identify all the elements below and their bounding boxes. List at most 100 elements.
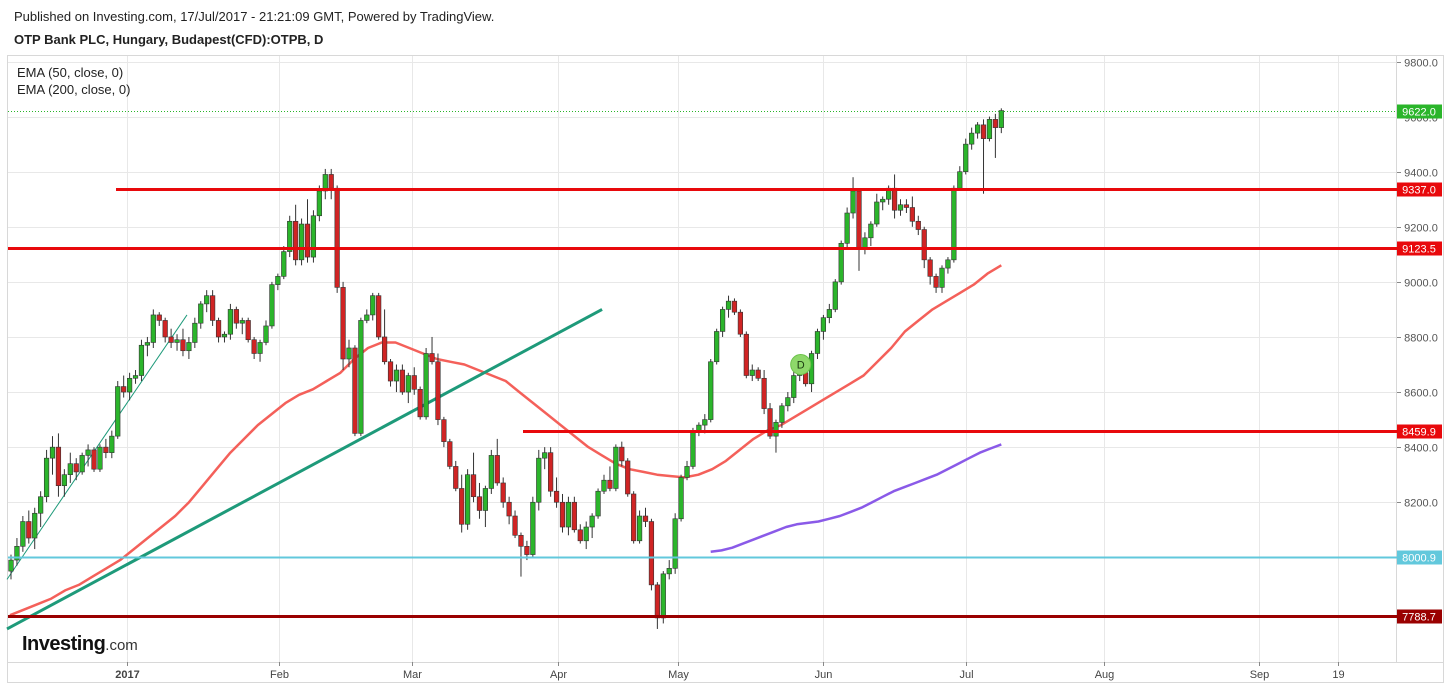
candle <box>850 177 856 219</box>
candle <box>536 449 542 511</box>
level-price-label: 8000.9 <box>1402 553 1436 565</box>
investing-logo[interactable]: Investing.com <box>22 633 138 656</box>
candle-body-down <box>26 521 32 539</box>
x-tick-label: Feb <box>270 669 289 681</box>
candle <box>820 314 827 340</box>
candle <box>939 265 945 293</box>
candle <box>186 336 192 359</box>
candle-body-up <box>678 477 684 520</box>
candle <box>85 444 91 467</box>
candle-body-up <box>986 119 993 139</box>
candle-body-down <box>459 488 465 525</box>
candle <box>221 331 228 343</box>
candle <box>180 328 186 357</box>
candle-body-up <box>127 377 133 393</box>
candle <box>411 367 417 395</box>
logo-brand: Investing <box>22 633 106 655</box>
candle <box>251 336 257 359</box>
candle <box>565 496 572 536</box>
candle-body-up <box>868 223 874 239</box>
candle <box>109 430 115 459</box>
level-price-tag <box>1397 550 1442 565</box>
candle-body-up <box>719 309 726 332</box>
candle <box>779 403 785 428</box>
candle <box>737 309 743 337</box>
candle-body-down <box>891 187 898 211</box>
candle-body-up <box>239 320 245 324</box>
candle-body-up <box>227 309 234 335</box>
candle-body-down <box>55 446 62 487</box>
candle-body-up <box>174 339 180 343</box>
candle-body-down <box>548 452 554 492</box>
candle-body-down <box>755 369 761 379</box>
candle-body-up <box>601 479 607 492</box>
candle-body-up <box>79 455 85 473</box>
candle <box>933 273 939 293</box>
candle <box>903 199 910 214</box>
candle <box>429 336 435 365</box>
candle-body-up <box>779 405 785 423</box>
candle-body-down <box>340 287 346 360</box>
candle <box>814 328 821 359</box>
candle <box>696 422 702 437</box>
candle <box>684 460 690 481</box>
candle <box>909 196 915 227</box>
candle-body-up <box>364 314 370 321</box>
candle <box>121 375 127 398</box>
candle <box>156 312 162 326</box>
candle <box>494 438 500 486</box>
candle-body-up <box>791 375 797 398</box>
candle-body-down <box>571 501 577 531</box>
candle-body-down <box>103 446 109 453</box>
candle <box>761 370 767 415</box>
legend-ema200[interactable]: EMA (200, close, 0) <box>17 82 131 97</box>
candle-body-up <box>192 322 198 343</box>
candle <box>162 317 168 343</box>
candle-body-up <box>536 457 542 503</box>
candle-body-down <box>376 295 382 338</box>
candle-body-down <box>245 320 251 341</box>
candle-body-up <box>482 488 489 511</box>
candle-body-up <box>257 342 263 354</box>
candle-body-up <box>660 573 666 619</box>
candle-body-up <box>969 132 975 145</box>
candle <box>559 493 566 533</box>
candle <box>26 510 32 544</box>
candle-body-down <box>429 353 435 363</box>
candle <box>915 215 921 236</box>
y-tick-label: 8400.0 <box>1404 443 1438 455</box>
candle <box>257 339 263 362</box>
candle <box>874 193 880 227</box>
candle-body-down <box>631 493 637 542</box>
candle <box>298 218 305 266</box>
candle-body-up <box>275 276 281 285</box>
candle-body-up <box>316 190 322 217</box>
candle-body-down <box>761 377 767 409</box>
candle-body-up <box>14 546 20 561</box>
x-tick-label: Jun <box>815 669 833 681</box>
candle-body-down <box>447 441 453 467</box>
candle-body-down <box>210 295 216 321</box>
candle <box>992 113 998 158</box>
candle-body-up <box>725 300 732 310</box>
y-tick-label: 9800.0 <box>1404 58 1438 70</box>
candle <box>512 510 518 539</box>
candle-body-up <box>666 568 672 575</box>
candle-body-down <box>381 336 388 363</box>
candle-body-up <box>97 446 103 470</box>
candle-body-up <box>132 375 139 379</box>
candle-body-up <box>672 518 678 569</box>
candle <box>506 496 512 525</box>
candle-body-up <box>583 526 589 542</box>
candle <box>322 168 328 200</box>
candle <box>358 317 364 437</box>
candle-body-down <box>767 408 773 437</box>
legend-ema50[interactable]: EMA (50, close, 0) <box>17 65 124 80</box>
candle-body-up <box>109 435 115 453</box>
candle-body-up <box>832 281 838 310</box>
candle-body-up <box>530 501 536 555</box>
candle-body-down <box>328 174 334 189</box>
candle <box>607 466 613 492</box>
candle-body-up <box>144 342 150 346</box>
